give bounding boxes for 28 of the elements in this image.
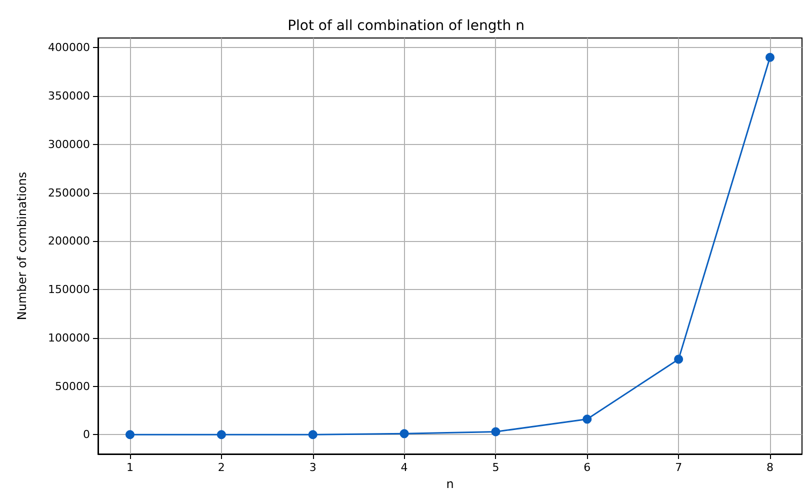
y-tick-label: 250000	[48, 186, 90, 200]
y-tick-label: 0	[83, 428, 90, 442]
y-axis-title: Number of combinations	[15, 172, 29, 320]
y-tick-label: 350000	[48, 90, 90, 103]
x-tick-label: 8	[766, 461, 774, 474]
point	[400, 429, 409, 438]
point	[308, 430, 318, 440]
y-tick-label: 400000	[48, 41, 90, 54]
y-tick-label: 50000	[55, 380, 90, 393]
point	[216, 430, 226, 440]
y-tick-label: 200000	[48, 234, 90, 248]
point	[582, 414, 592, 424]
point	[766, 52, 774, 62]
x-tick-label: 6	[584, 461, 591, 474]
y-tick-label: 100000	[48, 331, 90, 344]
x-axis-title: n	[446, 477, 454, 491]
x-tick-label: 5	[492, 461, 500, 474]
point	[674, 354, 684, 364]
x-tick-label: 4	[400, 461, 408, 474]
point	[126, 430, 134, 440]
x-tick-label: 2	[218, 461, 225, 474]
x-tick-label: 7	[675, 461, 682, 474]
y-tick-label: 150000	[48, 283, 90, 296]
y-tick-label: 300000	[48, 138, 90, 151]
x-tick-label: 3	[309, 461, 316, 474]
point	[491, 427, 500, 436]
x-tick-label: 1	[126, 461, 134, 474]
chart-title: Plot of all combination of length n	[288, 18, 524, 34]
